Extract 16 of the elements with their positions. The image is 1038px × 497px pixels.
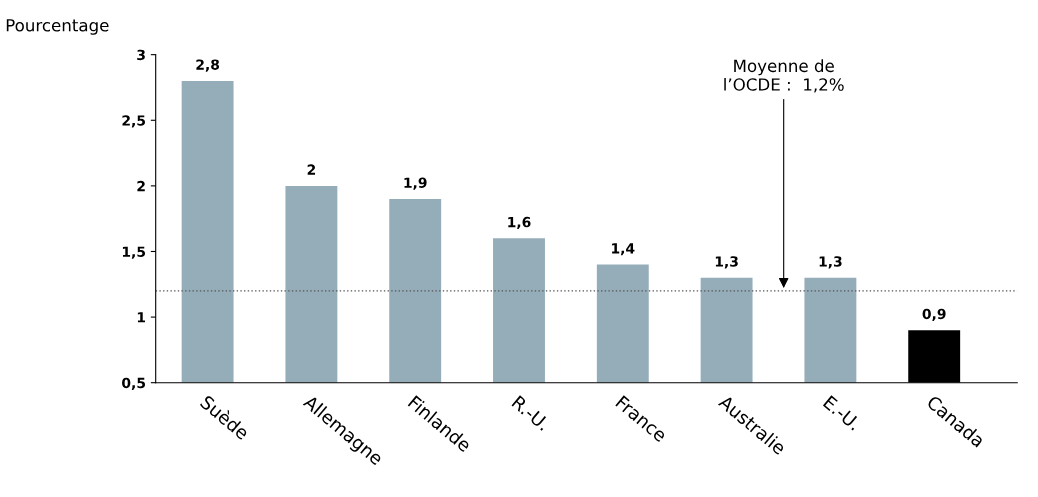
data-label: 1,3 [715, 256, 738, 269]
data-label: 0,9 [922, 308, 946, 321]
data-label: 1,4 [612, 243, 635, 256]
data-label: 1,3 [819, 256, 842, 269]
data-label: 1,9 [404, 177, 427, 190]
data-label: 1,6 [508, 216, 531, 230]
y-tick-label: 1,5 [122, 246, 146, 259]
y-tick-label: 2 [137, 180, 145, 192]
y-tick-label: 3 [137, 49, 145, 61]
y-tick-label: 2,5 [122, 115, 146, 128]
data-label: 2 [307, 164, 316, 175]
y-tick-label: 1 [137, 312, 146, 323]
y-tick-label: 0,5 [122, 377, 146, 390]
data-label: 2,8 [196, 59, 220, 72]
y-axis-title: Pourcentage [6, 19, 109, 35]
ref-line-label: Moyenne de l’OCDE : 1,2% [724, 59, 844, 93]
